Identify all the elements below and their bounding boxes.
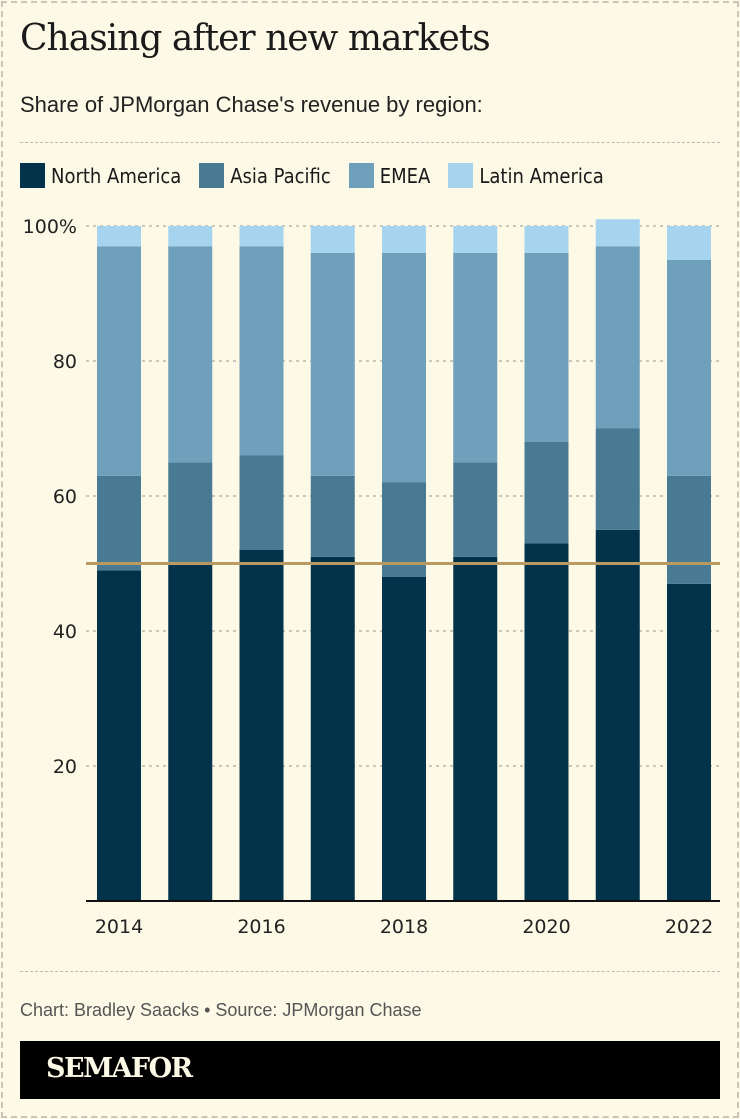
bar-segment-emea	[310, 253, 355, 476]
bar-segment-emea	[453, 253, 498, 463]
x-tick-label: 2020	[522, 916, 570, 938]
bar-segment-asia-pacific	[97, 475, 141, 571]
legend-item: EMEA	[348, 163, 431, 188]
bar-segment-latin-america	[97, 226, 141, 247]
bar-segment-north-america	[595, 529, 640, 901]
legend-swatch	[20, 163, 45, 188]
bar-segment-latin-america	[524, 226, 569, 253]
legend-swatch	[199, 163, 225, 188]
bar-segment-asia-pacific	[168, 462, 213, 564]
stacked-bar-chart: 20 40 60 80 100% 2014 2016 2018 2020 2022	[23, 216, 720, 938]
legend: North America Asia Pacific EMEA Latin Ameri…	[20, 163, 604, 188]
bar-segment-emea	[667, 259, 711, 476]
bar-segment-asia-pacific	[524, 442, 569, 544]
x-tick-label: 2022	[665, 916, 713, 938]
bar-segment-emea	[97, 246, 141, 476]
bar-segment-latin-america	[168, 226, 213, 247]
bar-segment-north-america	[667, 583, 711, 901]
semafor-logo: SEMAFOR	[46, 1053, 193, 1084]
bar-segment-emea	[382, 253, 426, 483]
legend-item: Asia Pacific	[199, 163, 331, 188]
bar-segment-asia-pacific	[239, 455, 284, 550]
bar-segment-emea	[595, 246, 640, 429]
bar-segment-north-america	[453, 556, 498, 901]
bar-segment-asia-pacific	[310, 475, 355, 557]
chart-subtitle: Share of JPMorgan Chase's revenue by reg…	[20, 92, 483, 117]
bar-segment-asia-pacific	[667, 475, 711, 584]
legend-label: Latin America	[479, 163, 604, 188]
bar-segment-asia-pacific	[382, 482, 426, 577]
x-tick-label: 2014	[95, 916, 143, 938]
legend-label: EMEA	[379, 163, 431, 188]
x-tick-label: 2018	[380, 916, 428, 938]
bar-segment-emea	[524, 253, 569, 442]
brand-bar: SEMAFOR	[20, 1041, 720, 1099]
bar-segment-emea	[239, 246, 284, 456]
bar-segment-emea	[168, 246, 213, 463]
legend-item: Latin America	[448, 163, 604, 188]
legend-label: North America	[51, 163, 182, 188]
bar-segment-north-america	[239, 550, 284, 901]
bar-segment-north-america	[310, 556, 355, 901]
bar-segment-north-america	[168, 563, 213, 901]
divider	[20, 971, 720, 972]
chart-title: Chasing after new markets	[20, 18, 491, 59]
y-tick-label: 20	[53, 756, 77, 778]
bar-segment-north-america	[524, 543, 569, 901]
credit-line: Chart: Bradley Saacks • Source: JPMorgan…	[20, 1000, 422, 1020]
bar-segment-north-america	[97, 570, 141, 901]
bar-segment-north-america	[382, 577, 426, 901]
y-tick-label: 80	[53, 351, 77, 373]
bar-segment-latin-america	[667, 226, 711, 260]
bar-segment-asia-pacific	[595, 428, 640, 530]
divider	[20, 142, 720, 143]
bar-segment-latin-america	[310, 226, 355, 253]
legend-swatch	[348, 163, 374, 188]
y-tick-label: 100%	[23, 216, 77, 238]
bar-segment-latin-america	[595, 219, 640, 247]
bar-segment-latin-america	[382, 226, 426, 253]
bar-segment-latin-america	[453, 226, 498, 253]
y-tick-label: 60	[53, 486, 77, 508]
bar-segment-latin-america	[239, 226, 284, 247]
legend-swatch	[448, 163, 474, 188]
bar-segment-asia-pacific	[453, 462, 498, 557]
x-tick-label: 2016	[237, 916, 285, 938]
legend-item: North America	[20, 163, 181, 188]
y-tick-label: 40	[53, 621, 77, 643]
legend-label: Asia Pacific	[230, 163, 331, 188]
